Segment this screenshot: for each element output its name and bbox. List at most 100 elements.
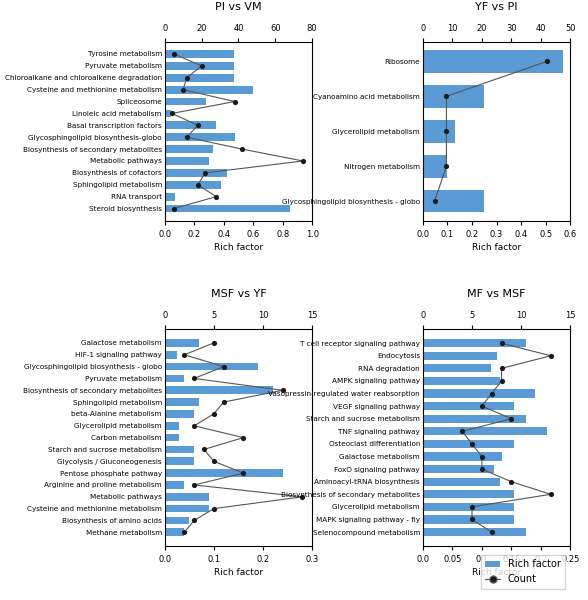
Point	[219, 397, 228, 407]
Bar	[165, 50, 234, 58]
Bar	[423, 377, 500, 385]
Point	[298, 492, 307, 502]
Title: YF vs PI: YF vs PI	[475, 2, 518, 12]
Bar	[165, 351, 177, 359]
Point	[239, 433, 248, 442]
Point	[169, 49, 179, 59]
X-axis label: Rich factor: Rich factor	[472, 243, 521, 252]
Point	[219, 362, 228, 371]
Point	[193, 121, 202, 130]
Bar	[165, 517, 189, 524]
Bar	[165, 193, 175, 200]
Bar	[423, 352, 497, 360]
Bar	[165, 493, 209, 500]
Point	[467, 515, 477, 524]
Bar	[165, 169, 226, 177]
Bar	[165, 410, 194, 418]
Title: MSF vs YF: MSF vs YF	[211, 289, 266, 299]
Point	[182, 133, 192, 142]
Bar	[423, 528, 526, 536]
Bar	[165, 469, 283, 477]
Point	[507, 414, 516, 424]
Bar	[423, 85, 485, 108]
Point	[212, 192, 221, 202]
Point	[238, 144, 247, 154]
Point	[209, 457, 219, 466]
Bar	[165, 339, 199, 347]
Bar	[165, 457, 194, 465]
Bar	[165, 386, 273, 394]
Point	[487, 389, 496, 398]
Bar	[423, 155, 447, 178]
Bar	[423, 427, 547, 436]
Bar	[165, 62, 234, 70]
Bar	[165, 98, 206, 106]
Point	[457, 427, 467, 436]
X-axis label: Rich factor: Rich factor	[214, 243, 263, 252]
Title: PI vs VM: PI vs VM	[215, 2, 262, 12]
Bar	[423, 503, 514, 511]
Point	[193, 180, 202, 190]
Point	[298, 156, 308, 166]
Bar	[423, 452, 503, 461]
Bar	[165, 446, 194, 453]
Bar	[165, 422, 179, 430]
Point	[209, 504, 219, 514]
Point	[179, 527, 189, 537]
Bar	[165, 434, 179, 442]
Point	[189, 480, 199, 490]
Bar	[423, 339, 526, 347]
Point	[197, 61, 206, 71]
Bar	[423, 402, 514, 410]
Bar	[423, 478, 500, 486]
Point	[168, 109, 177, 118]
Point	[497, 338, 506, 348]
Bar	[165, 205, 290, 212]
Point	[209, 409, 219, 419]
Bar	[165, 481, 184, 489]
Point	[497, 364, 506, 373]
Point	[189, 515, 199, 525]
Bar	[165, 74, 234, 82]
Bar	[423, 465, 494, 473]
Bar	[165, 133, 235, 141]
Bar	[423, 190, 485, 212]
Point	[278, 385, 288, 395]
Bar	[423, 415, 526, 423]
Point	[477, 401, 486, 411]
Bar	[165, 529, 184, 536]
Bar	[423, 515, 514, 524]
Point	[487, 527, 496, 537]
Point	[546, 490, 556, 499]
Legend: Rich factor, Count: Rich factor, Count	[480, 554, 566, 589]
Bar	[165, 374, 184, 382]
Point	[239, 469, 248, 478]
Point	[178, 85, 188, 94]
Title: MF vs MSF: MF vs MSF	[467, 289, 526, 299]
Bar	[165, 145, 213, 153]
X-axis label: Rich factor: Rich factor	[472, 568, 521, 577]
Point	[430, 196, 439, 206]
Bar	[165, 181, 220, 188]
Point	[442, 92, 451, 101]
Point	[230, 97, 239, 106]
Bar	[423, 389, 535, 398]
Bar	[423, 364, 491, 373]
Point	[507, 477, 516, 487]
Point	[467, 439, 477, 449]
Bar	[165, 505, 209, 512]
Point	[477, 464, 486, 474]
Bar	[423, 440, 514, 448]
Bar	[165, 121, 216, 129]
Bar	[165, 110, 171, 117]
Point	[189, 421, 199, 431]
Point	[477, 452, 486, 461]
Bar	[423, 120, 455, 143]
Bar	[165, 157, 209, 165]
Point	[546, 351, 556, 361]
Bar	[165, 363, 258, 370]
Point	[442, 161, 451, 171]
Point	[182, 73, 192, 83]
Point	[497, 376, 506, 386]
Bar	[165, 86, 253, 94]
